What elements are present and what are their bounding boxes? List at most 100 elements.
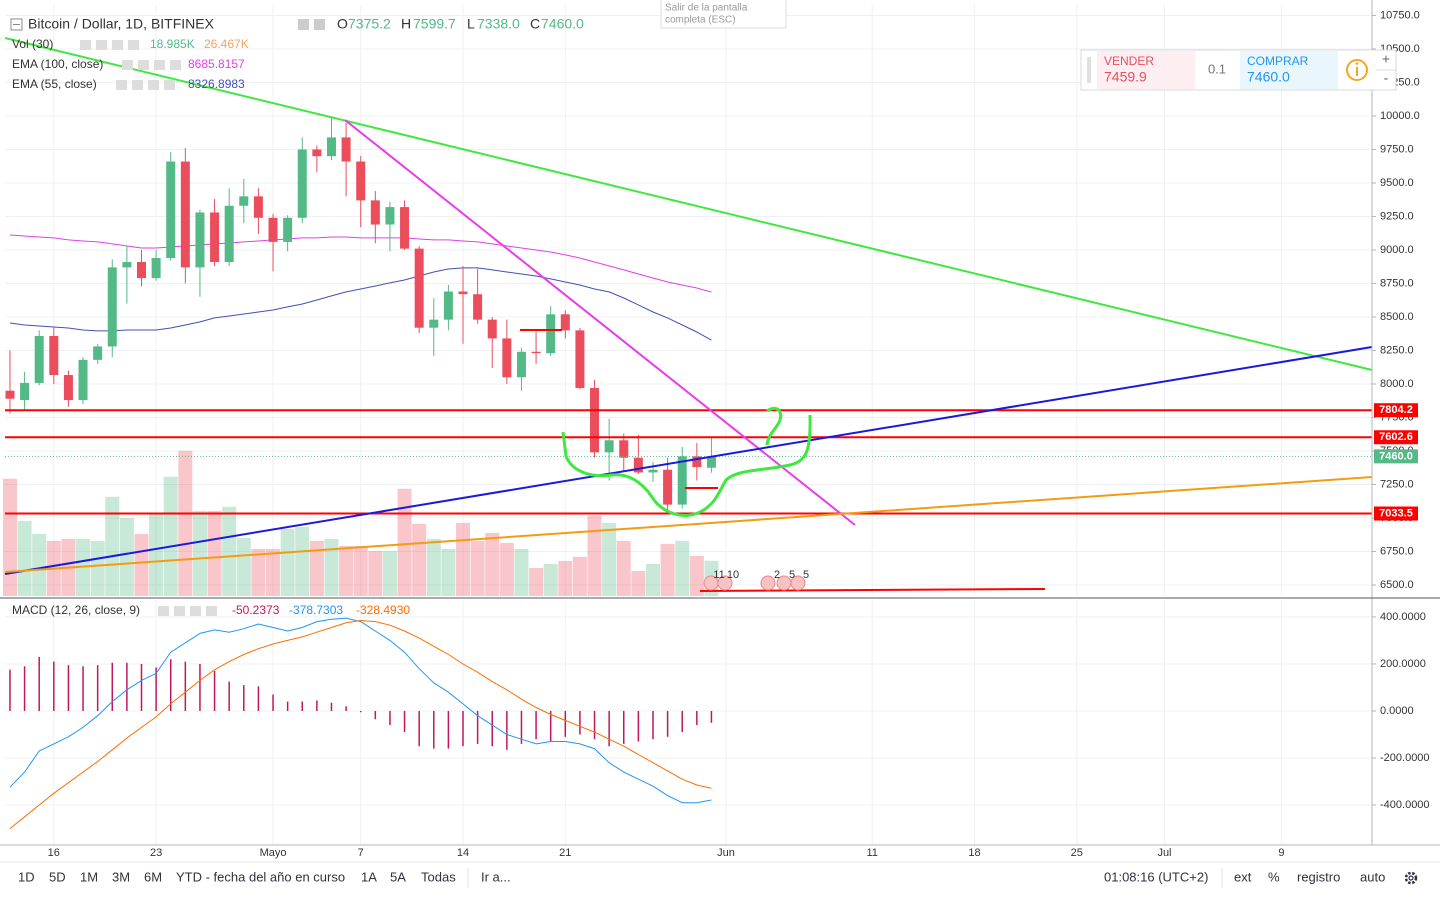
event-flag[interactable] — [760, 575, 776, 591]
spread: 0.1 — [1208, 61, 1226, 76]
option-button[interactable]: % — [1268, 869, 1280, 884]
legend-icon[interactable] — [164, 80, 175, 90]
legend: Bitcoin / Dollar, 1D, BITFINEX O 7375.2 … — [10, 16, 584, 617]
range-button[interactable]: 5D — [49, 869, 66, 884]
range-button[interactable]: Todas — [421, 869, 456, 884]
zoom-button[interactable]: - — [1384, 70, 1389, 86]
range-button[interactable]: YTD - fecha del año en curso — [176, 869, 345, 884]
indicator-value: 8326.8983 — [188, 77, 245, 91]
volume-bar — [178, 450, 193, 596]
candle-body — [443, 291, 453, 320]
legend-icon[interactable] — [298, 19, 309, 30]
volume-bar — [324, 538, 339, 596]
candle-body — [516, 351, 526, 378]
trend-line — [4, 37, 1373, 371]
candle-body — [239, 196, 249, 206]
legend-icon[interactable] — [154, 60, 165, 70]
legend-icon[interactable] — [96, 40, 107, 50]
macd-line — [9, 619, 712, 829]
volume-bar — [105, 496, 120, 596]
legend-icon[interactable] — [314, 19, 325, 30]
info-icon[interactable] — [1346, 59, 1368, 81]
y-tick-label: 8000.0 — [1380, 378, 1414, 390]
candle-body — [385, 207, 395, 225]
zoom-button[interactable]: + — [1382, 51, 1390, 67]
volume-bar — [339, 545, 354, 596]
legend-icon[interactable] — [80, 40, 91, 50]
volume-bar — [149, 513, 164, 596]
range-button[interactable]: 1M — [80, 869, 98, 884]
volume-bar — [631, 570, 646, 596]
y-tick-label: 7250.0 — [1380, 478, 1414, 490]
legend-icon[interactable] — [122, 60, 133, 70]
range-button[interactable]: 1A — [361, 869, 377, 884]
volume-bar — [134, 533, 149, 596]
legend-icon[interactable] — [128, 40, 139, 50]
candle-body — [677, 456, 687, 505]
legend-icon[interactable] — [138, 60, 149, 70]
volume-bar — [456, 522, 471, 596]
candle-body — [5, 390, 15, 399]
buy-label: COMPRAR — [1247, 54, 1309, 68]
buy-price: 7460.0 — [1247, 69, 1290, 85]
collapse-icon[interactable] — [10, 18, 23, 31]
candle-body — [166, 161, 176, 259]
x-tick-label: 7 — [358, 847, 364, 859]
candle-body — [502, 338, 512, 378]
range-button[interactable]: 6M — [144, 869, 162, 884]
event-flag[interactable] — [790, 575, 806, 591]
x-tick-label: 9 — [1278, 847, 1284, 859]
candle-body — [93, 346, 103, 360]
price-label-box — [1374, 430, 1418, 445]
macd-line — [9, 617, 712, 804]
event-count: 2 — [774, 569, 780, 581]
candle-body — [283, 217, 293, 242]
indicator-name: EMA (100, close) — [12, 57, 103, 71]
event-count: 11 — [713, 569, 724, 581]
range-button[interactable]: 3M — [112, 869, 130, 884]
candle-body — [20, 382, 30, 401]
option-button[interactable]: auto — [1360, 869, 1385, 884]
candle-body — [122, 262, 132, 268]
legend-icon[interactable] — [190, 606, 201, 616]
clock: 01:08:16 (UTC+2) — [1104, 869, 1208, 884]
volume-bar — [397, 488, 412, 596]
legend-icon[interactable] — [206, 606, 217, 616]
ohlc-key: C — [530, 16, 540, 32]
candle-body — [429, 319, 439, 328]
range-button[interactable]: 5A — [390, 869, 406, 884]
volume-bar — [266, 548, 281, 596]
price-label: 7602.6 — [1379, 431, 1413, 443]
legend-icon[interactable] — [170, 60, 181, 70]
buy-button[interactable] — [1240, 51, 1338, 89]
option-button[interactable]: registro — [1297, 869, 1340, 884]
volume-bar — [382, 550, 397, 596]
indicator-name: EMA (55, close) — [12, 77, 97, 91]
candle-body — [107, 267, 117, 347]
legend-icon[interactable] — [116, 80, 127, 90]
candle-body — [224, 205, 234, 263]
goto-button[interactable]: Ir a... — [481, 869, 511, 884]
freehand — [765, 406, 783, 446]
sell-button[interactable] — [1097, 51, 1195, 89]
settings-icon[interactable] — [1404, 871, 1418, 885]
tooltip-text: Salir de la pantalla — [665, 3, 748, 14]
drag-handle[interactable] — [1087, 57, 1091, 83]
y-tick-label: 10000.0 — [1380, 110, 1420, 122]
price-label-box — [1374, 506, 1418, 521]
legend-icon[interactable] — [132, 80, 143, 90]
legend-icon[interactable] — [148, 80, 159, 90]
settings-icon — [1408, 875, 1414, 881]
y-tick-label: 0.0000 — [1380, 705, 1414, 717]
range-button[interactable]: 1D — [18, 869, 35, 884]
price-label-box — [1374, 403, 1418, 418]
volume-bar — [645, 563, 660, 596]
legend-icon[interactable] — [174, 606, 185, 616]
event-flag[interactable] — [717, 575, 733, 591]
option-button[interactable]: ext — [1234, 869, 1252, 884]
volume-bar — [616, 540, 631, 596]
legend-icon[interactable] — [112, 40, 123, 50]
legend-icon[interactable] — [158, 606, 169, 616]
volume-bar — [17, 520, 32, 596]
